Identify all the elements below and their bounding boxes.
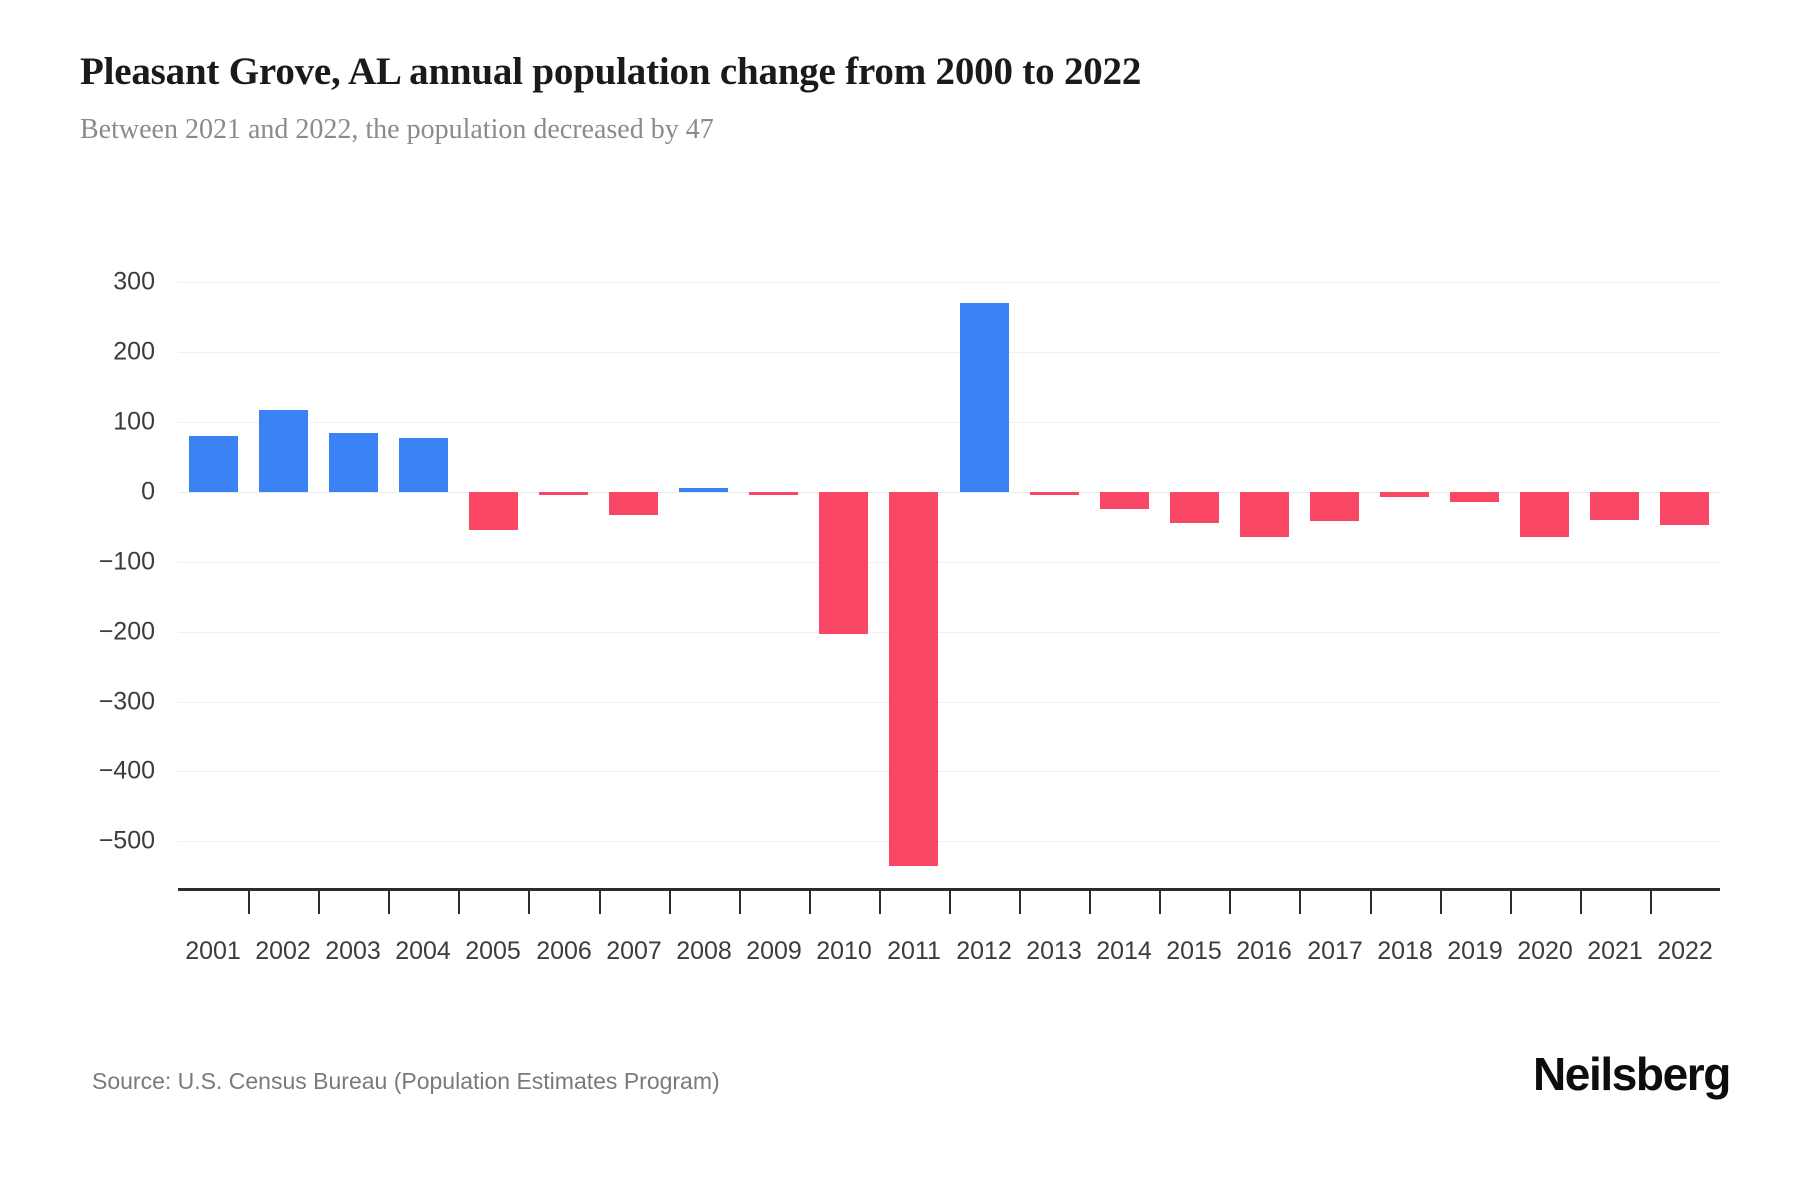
x-axis-tick-label: 2021 bbox=[1587, 937, 1643, 965]
x-axis-tick-label: 2007 bbox=[606, 937, 662, 965]
bar-2006[interactable] bbox=[539, 492, 588, 495]
x-axis-tick bbox=[248, 888, 250, 914]
y-axis-tick-label: −400 bbox=[98, 756, 155, 785]
y-axis-tick-label: −300 bbox=[98, 687, 155, 716]
gridline bbox=[178, 632, 1720, 633]
bar-2002[interactable] bbox=[259, 410, 308, 492]
x-axis-tick bbox=[1580, 888, 1582, 914]
x-axis-tick-label: 2005 bbox=[465, 937, 521, 965]
x-axis-tick bbox=[1510, 888, 1512, 914]
y-axis-tick-label: −500 bbox=[98, 826, 155, 855]
x-axis-tick-label: 2001 bbox=[185, 937, 241, 965]
x-axis-tick bbox=[1159, 888, 1161, 914]
page-title: Pleasant Grove, AL annual population cha… bbox=[80, 50, 1142, 93]
bar-2022[interactable] bbox=[1660, 492, 1709, 525]
x-axis-tick bbox=[318, 888, 320, 914]
x-axis-tick-label: 2020 bbox=[1517, 937, 1573, 965]
x-axis-tick bbox=[599, 888, 601, 914]
x-axis-tick-label: 2022 bbox=[1657, 937, 1713, 965]
bar-2016[interactable] bbox=[1240, 492, 1289, 537]
x-axis-tick-label: 2015 bbox=[1166, 937, 1222, 965]
y-axis-tick-label: 200 bbox=[113, 337, 155, 366]
x-axis-tick bbox=[458, 888, 460, 914]
x-axis-tick bbox=[1019, 888, 1021, 914]
gridline bbox=[178, 771, 1720, 772]
x-axis-tick-label: 2004 bbox=[395, 937, 451, 965]
bar-2009[interactable] bbox=[749, 492, 798, 495]
x-axis-tick bbox=[1229, 888, 1231, 914]
y-axis-tick-label: 300 bbox=[113, 267, 155, 296]
x-axis-tick bbox=[949, 888, 951, 914]
x-axis-tick-label: 2010 bbox=[816, 937, 872, 965]
gridline bbox=[178, 702, 1720, 703]
x-axis-tick bbox=[1299, 888, 1301, 914]
bar-2015[interactable] bbox=[1170, 492, 1219, 523]
x-axis-tick bbox=[1650, 888, 1652, 914]
bar-2019[interactable] bbox=[1450, 492, 1499, 502]
bar-2021[interactable] bbox=[1590, 492, 1639, 520]
y-axis-tick-label: 100 bbox=[113, 407, 155, 436]
x-axis-tick-label: 2011 bbox=[887, 937, 941, 965]
bar-2014[interactable] bbox=[1100, 492, 1149, 509]
gridline bbox=[178, 841, 1720, 842]
x-axis-tick bbox=[809, 888, 811, 914]
x-axis-tick-label: 2016 bbox=[1236, 937, 1292, 965]
x-axis-tick-label: 2012 bbox=[956, 937, 1012, 965]
gridline bbox=[178, 282, 1720, 283]
gridline bbox=[178, 562, 1720, 563]
x-axis-tick bbox=[1370, 888, 1372, 914]
x-axis-tick bbox=[388, 888, 390, 914]
x-axis-tick-label: 2006 bbox=[536, 937, 592, 965]
x-axis-tick-label: 2018 bbox=[1377, 937, 1433, 965]
x-axis-tick-label: 2014 bbox=[1096, 937, 1152, 965]
bar-2010[interactable] bbox=[819, 492, 868, 634]
y-axis-tick-label: 0 bbox=[141, 477, 155, 506]
source-note: Source: U.S. Census Bureau (Population E… bbox=[92, 1068, 720, 1094]
x-axis-tick-label: 2003 bbox=[325, 937, 381, 965]
chart-header: Pleasant Grove, AL annual population cha… bbox=[80, 50, 1720, 146]
x-axis-tick-label: 2009 bbox=[746, 937, 802, 965]
chart-subtitle: Between 2021 and 2022, the population de… bbox=[80, 113, 714, 145]
x-axis-tick bbox=[528, 888, 530, 914]
x-axis-tick bbox=[669, 888, 671, 914]
x-axis-tick-label: 2013 bbox=[1026, 937, 1082, 965]
x-axis-tick bbox=[1440, 888, 1442, 914]
bar-2020[interactable] bbox=[1520, 492, 1569, 537]
gridline bbox=[178, 422, 1720, 423]
bar-2013[interactable] bbox=[1030, 492, 1079, 495]
bar-2008[interactable] bbox=[679, 488, 728, 492]
bar-2004[interactable] bbox=[399, 438, 448, 492]
x-axis-tick-label: 2019 bbox=[1447, 937, 1503, 965]
x-axis-tick-label: 2002 bbox=[255, 937, 311, 965]
gridline bbox=[178, 352, 1720, 353]
y-axis-tick-label: −200 bbox=[98, 617, 155, 646]
y-axis-tick-label: −100 bbox=[98, 547, 155, 576]
bar-2018[interactable] bbox=[1380, 492, 1429, 497]
bar-2001[interactable] bbox=[189, 436, 238, 492]
bar-2012[interactable] bbox=[960, 303, 1009, 492]
x-axis-tick-label: 2008 bbox=[676, 937, 732, 965]
bar-2017[interactable] bbox=[1310, 492, 1359, 521]
x-axis-tick bbox=[1089, 888, 1091, 914]
bar-2003[interactable] bbox=[329, 433, 378, 492]
x-axis-tick-label: 2017 bbox=[1307, 937, 1363, 965]
bar-2005[interactable] bbox=[469, 492, 518, 530]
x-axis-tick bbox=[739, 888, 741, 914]
gridline bbox=[178, 492, 1720, 493]
neilsberg-logo: Neilsberg bbox=[1532, 1048, 1731, 1100]
bar-2007[interactable] bbox=[609, 492, 658, 515]
bar-2011[interactable] bbox=[889, 492, 938, 866]
x-axis-tick bbox=[879, 888, 881, 914]
